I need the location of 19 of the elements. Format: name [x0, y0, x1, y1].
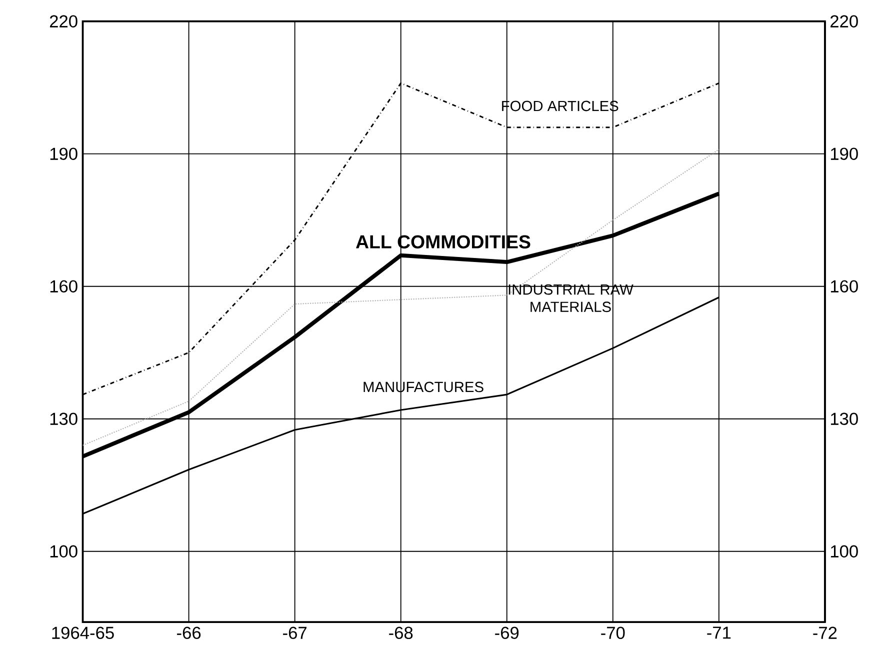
y-tick-label: 100	[50, 545, 78, 558]
y-tick-label: 220	[50, 15, 78, 28]
y2-tick-label: 190	[830, 148, 858, 160]
x-tick-label: -67	[283, 626, 306, 640]
x-tick-label: -69	[495, 626, 519, 640]
x-tick-label: -71	[707, 626, 731, 639]
y2-tick-label: 160	[830, 280, 858, 293]
y-tick-label: 160	[50, 280, 78, 293]
y-tick-label: 190	[50, 148, 78, 160]
x-tick-label: 1964-65	[52, 626, 114, 640]
y2-tick-label: 220	[830, 15, 858, 28]
y2-tick-label: 130	[830, 412, 858, 426]
y2-tick-label: 100	[830, 545, 858, 558]
x-tick-label: -72	[813, 626, 837, 639]
x-tick-label: -66	[177, 626, 201, 640]
y-tick-label: 130	[50, 412, 78, 426]
line-series	[82, 149, 720, 446]
x-tick-label: -70	[601, 626, 625, 640]
x-tick-label: -68	[389, 626, 413, 640]
